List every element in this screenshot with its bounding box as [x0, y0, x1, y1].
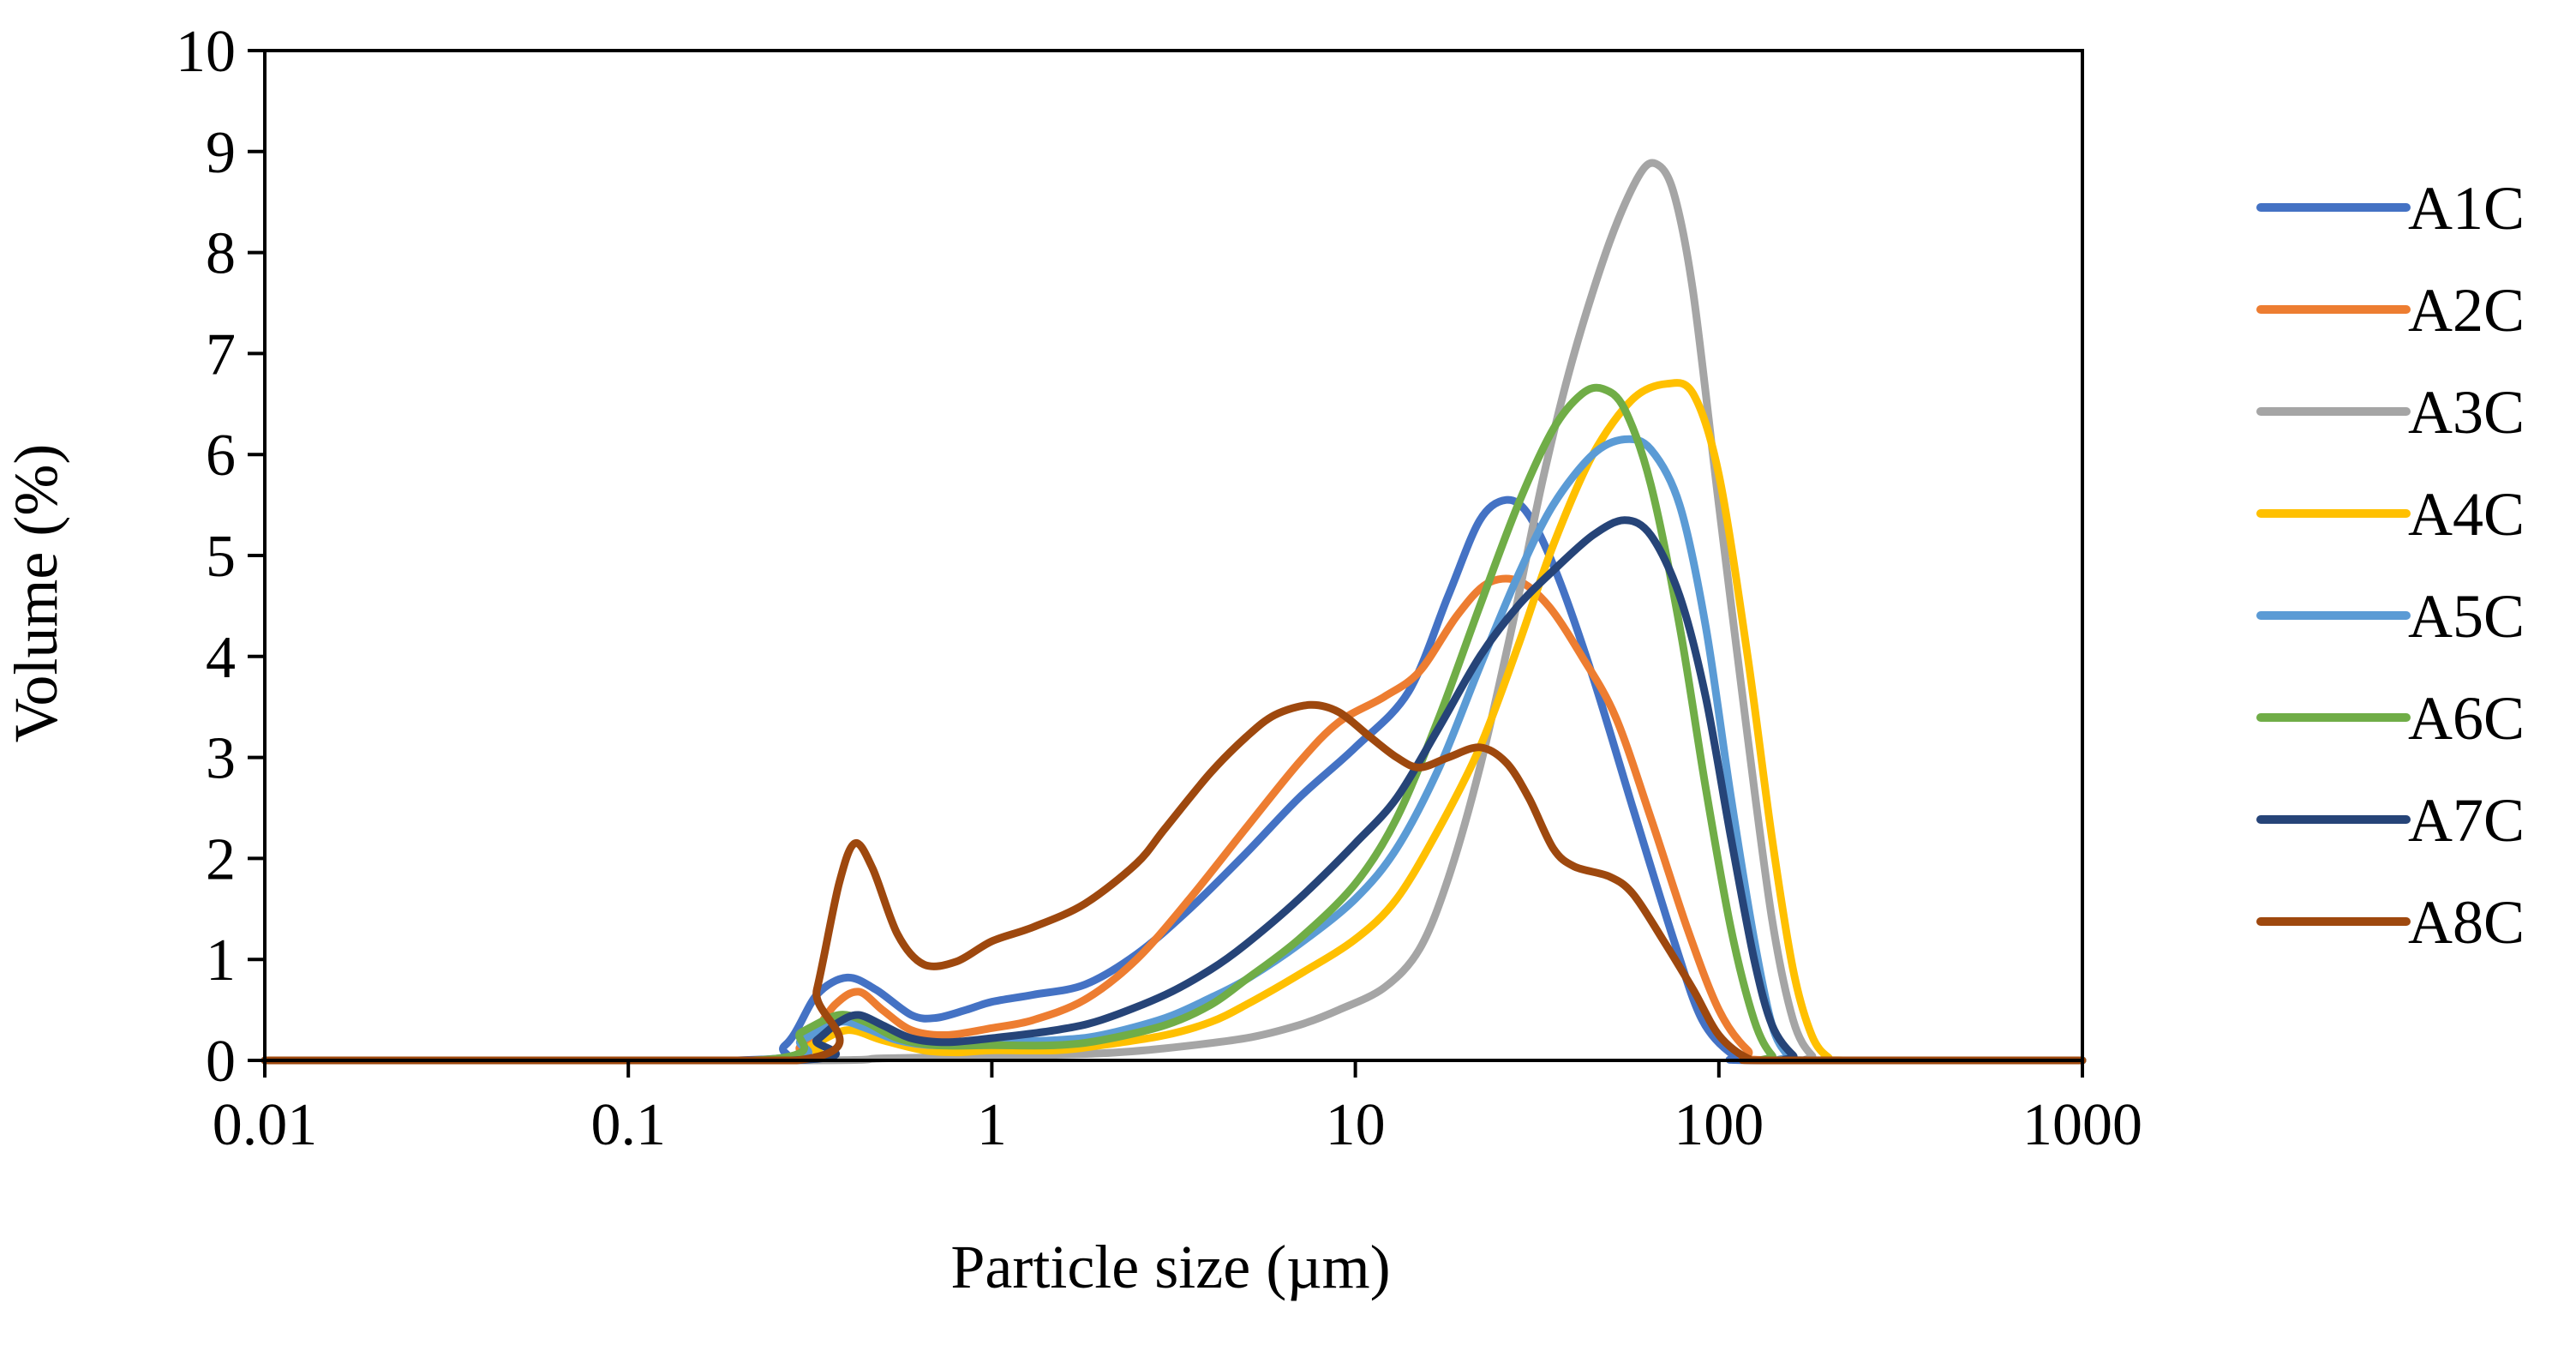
legend: A1C A2C A3C A4C A5C A6C A7C A8C — [2256, 174, 2525, 957]
y-tick-label: 5 — [206, 524, 236, 590]
y-tick-label: 9 — [206, 120, 236, 186]
y-tick-label: 3 — [206, 726, 236, 792]
ticks-layer: 0 1 2 3 4 5 6 7 8 9 10 0.01 0.1 1 10 100 1000 — [176, 19, 2142, 1158]
series-line-a2c — [261, 574, 2087, 1065]
x-tick-label: 0.01 — [213, 1092, 318, 1158]
series-line-a1c — [261, 495, 2087, 1065]
legend-label: A8C — [2408, 888, 2525, 957]
legend-item-a6c: A6C — [2256, 684, 2525, 753]
y-tick-label: 0 — [206, 1029, 236, 1095]
series-line-a8c — [261, 700, 2087, 1065]
series-line-a4c — [261, 379, 2087, 1065]
x-tick-label: 1000 — [2022, 1092, 2142, 1158]
y-tick-label: 1 — [206, 928, 236, 994]
legend-item-a8c: A8C — [2256, 888, 2525, 957]
y-tick-label: 10 — [176, 19, 236, 85]
legend-label: A6C — [2408, 684, 2525, 753]
series-line-a3c — [261, 159, 2087, 1065]
y-tick-label: 4 — [206, 625, 236, 691]
y-tick-label: 7 — [206, 321, 236, 387]
series-line-a5c — [261, 435, 2087, 1065]
legend-item-a3c: A3C — [2256, 378, 2525, 447]
x-tick-label: 0.1 — [590, 1092, 666, 1158]
legend-item-a2c: A2C — [2256, 276, 2525, 345]
x-tick-label: 1 — [977, 1092, 1007, 1158]
legend-label: A4C — [2408, 480, 2525, 549]
series-layer — [261, 159, 2087, 1065]
x-tick-label: 100 — [1674, 1092, 1764, 1158]
x-axis-title: Particle size (µm) — [950, 1233, 1390, 1301]
x-tick-label: 10 — [1326, 1092, 1386, 1158]
legend-label: A3C — [2408, 378, 2525, 447]
legend-item-a4c: A4C — [2256, 480, 2525, 549]
legend-label: A1C — [2408, 174, 2525, 243]
y-tick-label: 6 — [206, 423, 236, 489]
y-axis-title: Volume (%) — [2, 444, 70, 743]
y-tick-label: 8 — [206, 221, 236, 287]
series-line-a7c — [261, 516, 2087, 1065]
legend-item-a7c: A7C — [2256, 786, 2525, 855]
legend-label: A2C — [2408, 276, 2525, 345]
legend-label: A5C — [2408, 582, 2525, 651]
y-tick-label: 2 — [206, 826, 236, 892]
legend-item-a5c: A5C — [2256, 582, 2525, 651]
legend-item-a1c: A1C — [2256, 174, 2525, 243]
legend-label: A7C — [2408, 786, 2525, 855]
